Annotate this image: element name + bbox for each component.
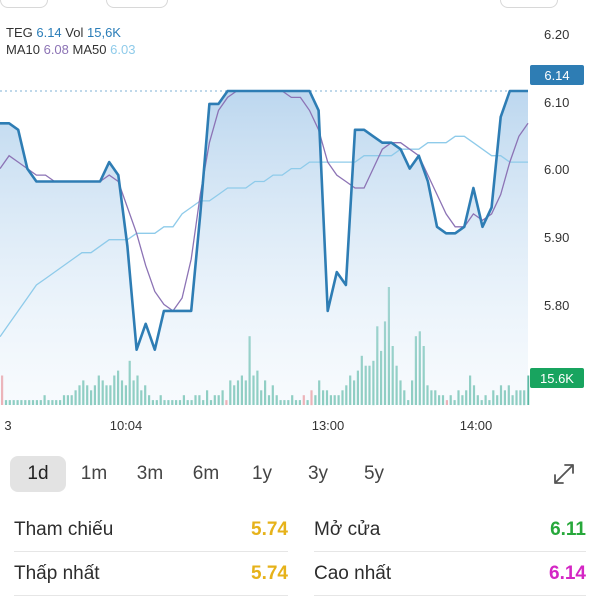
- x-tick: 14:00: [459, 418, 493, 433]
- last-price-tag: 6.14: [530, 65, 584, 85]
- top-button-right[interactable]: [500, 0, 558, 8]
- top-toolbar: [0, 0, 600, 14]
- stat-reference: Tham chiếu 5.74: [14, 508, 288, 552]
- price-chart[interactable]: [0, 14, 600, 414]
- tab-3y[interactable]: 3y: [307, 463, 329, 484]
- stat-high: Cao nhất 6.14: [314, 552, 586, 596]
- stat-label: Mở cửa: [314, 518, 381, 540]
- price-line: [0, 89, 528, 351]
- stat-low: Thấp nhất 5.74: [14, 552, 288, 596]
- legend-ticker: TEG: [6, 25, 33, 40]
- stat-label: Cao nhất: [314, 562, 392, 584]
- tab-1d[interactable]: 1d: [10, 456, 66, 492]
- price-area: [0, 91, 528, 405]
- legend-price-row: TEG 6.14 Vol 15,6K: [6, 24, 135, 41]
- x-tick: 3: [4, 418, 12, 433]
- stats-row: Tham chiếu 5.74 Mở cửa 6.11: [0, 508, 600, 552]
- stat-value: 6.11: [550, 518, 586, 540]
- legend-price: 6.14: [36, 25, 62, 40]
- x-tick: 10:04: [109, 418, 143, 433]
- legend-ma50: 6.03: [110, 42, 136, 57]
- ma50-line: [0, 135, 528, 338]
- chart-legend: TEG 6.14 Vol 15,6K MA10 6.08 MA50 6.03: [6, 24, 135, 58]
- tab-1y[interactable]: 1y: [251, 463, 273, 484]
- stat-value: 6.14: [549, 562, 586, 584]
- range-selector: 1d 1m 3m 6m 1y 3y 5y: [0, 452, 600, 496]
- stat-open: Mở cửa 6.11: [314, 508, 586, 552]
- top-button-middle[interactable]: [106, 0, 168, 8]
- legend-ma-row: MA10 6.08 MA50 6.03: [6, 41, 135, 58]
- last-volume-tag: 15.6K: [530, 368, 584, 388]
- legend-ma50-label: MA50: [72, 42, 107, 57]
- stat-value: 5.74: [251, 562, 288, 584]
- expand-icon[interactable]: [550, 460, 578, 488]
- tab-3m[interactable]: 3m: [136, 463, 164, 484]
- stat-label: Tham chiếu: [14, 518, 114, 540]
- stat-label: Thấp nhất: [14, 562, 100, 584]
- tab-5y[interactable]: 5y: [363, 463, 385, 484]
- legend-vol: 15,6K: [87, 25, 121, 40]
- tab-1m[interactable]: 1m: [80, 463, 108, 484]
- volume-bar: [527, 375, 530, 405]
- top-button-left[interactable]: [0, 0, 48, 8]
- legend-ma10-label: MA10: [6, 42, 40, 57]
- stats-row: Thấp nhất 5.74 Cao nhất 6.14: [0, 552, 600, 596]
- legend-vol-label: Vol: [65, 25, 84, 40]
- tab-6m[interactable]: 6m: [192, 463, 220, 484]
- x-tick: 13:00: [311, 418, 345, 433]
- legend-ma10: 6.08: [43, 42, 69, 57]
- stat-value: 5.74: [251, 518, 288, 540]
